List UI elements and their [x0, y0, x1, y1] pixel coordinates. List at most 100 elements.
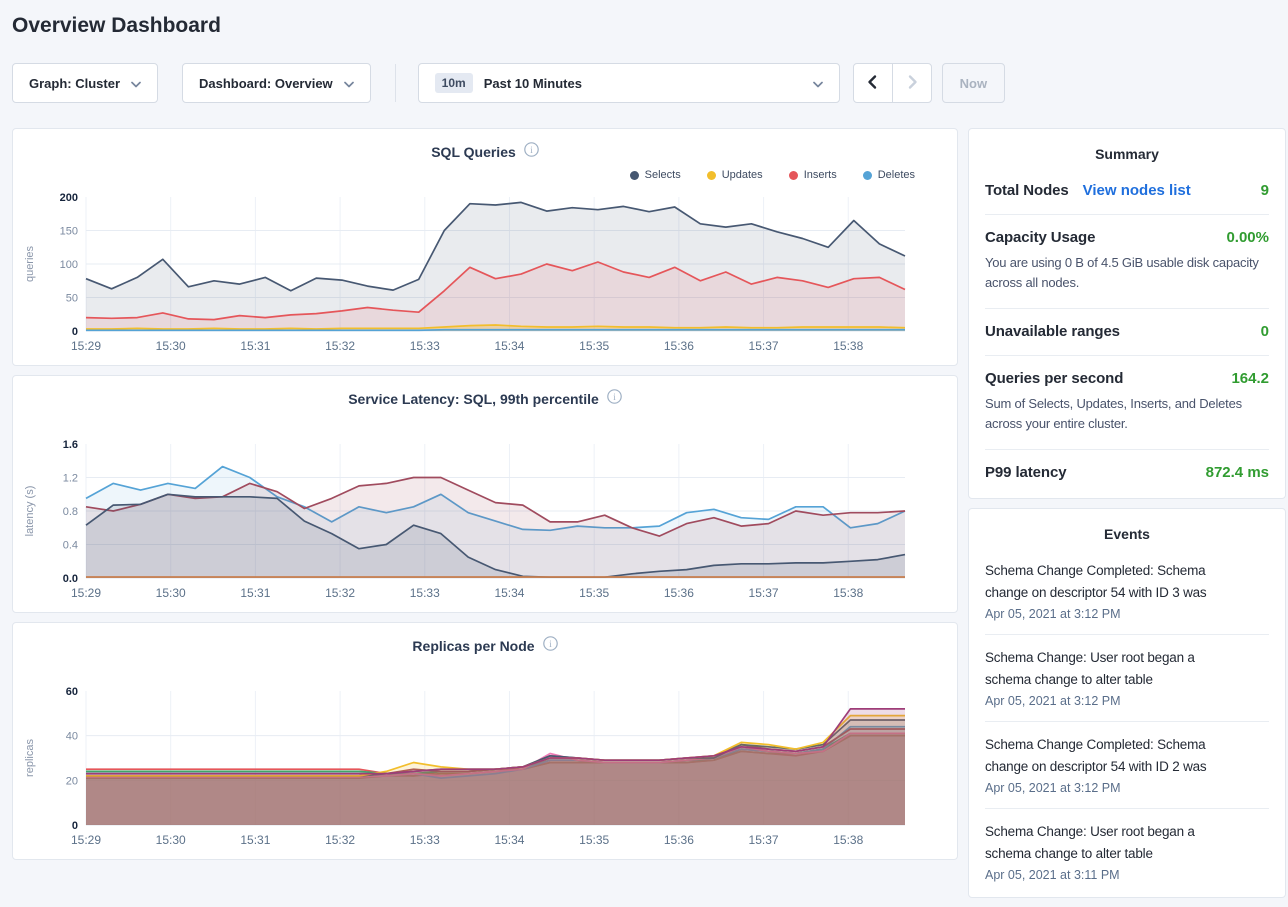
summary-rows: Total Nodes View nodes list 9 Capacity Usag…: [985, 168, 1269, 496]
chevron-down-icon: [131, 76, 141, 91]
legend-dot-icon: [706, 170, 716, 180]
event-timestamp: Apr 05, 2021 at 3:11 PM: [985, 868, 1120, 882]
summary-row-value: 9: [1260, 182, 1269, 199]
svg-text:0: 0: [72, 326, 78, 338]
svg-text:i: i: [613, 392, 616, 402]
svg-text:200: 200: [60, 192, 78, 204]
svg-text:15:33: 15:33: [410, 833, 440, 847]
svg-text:0.4: 0.4: [63, 540, 78, 552]
svg-text:15:31: 15:31: [240, 339, 270, 353]
event-item: Schema Change Completed: Schema change o…: [985, 548, 1269, 634]
chart-legend: Selects Updates Inserts Deletes: [13, 163, 957, 187]
svg-text:15:37: 15:37: [749, 833, 779, 847]
svg-text:20: 20: [66, 775, 78, 787]
chevron-right-icon: [903, 73, 921, 94]
chart-title: Replicas per Node: [412, 638, 535, 654]
svg-text:15:37: 15:37: [749, 586, 779, 600]
legend-item-selects[interactable]: Selects: [629, 169, 681, 181]
graph-dropdown-label: Graph: Cluster: [29, 75, 121, 91]
svg-text:100: 100: [60, 259, 78, 271]
svg-text:15:38: 15:38: [833, 586, 863, 600]
svg-text:1.2: 1.2: [63, 473, 78, 485]
legend-label: Updates: [721, 169, 763, 181]
svg-text:15:34: 15:34: [494, 586, 524, 600]
event-text: Schema Change Completed: Schema change o…: [985, 563, 1207, 600]
svg-text:60: 60: [66, 686, 78, 698]
summary-row-label: Total Nodes: [985, 182, 1069, 199]
svg-text:15:30: 15:30: [156, 586, 186, 600]
summary-panel: Summary Total Nodes View nodes list 9 Capac…: [968, 128, 1286, 499]
svg-text:40: 40: [66, 731, 78, 743]
svg-text:15:30: 15:30: [156, 833, 186, 847]
svg-text:15:35: 15:35: [579, 833, 609, 847]
svg-text:15:35: 15:35: [579, 339, 609, 353]
legend-item-updates[interactable]: Updates: [706, 169, 763, 181]
svg-text:15:34: 15:34: [494, 339, 524, 353]
legend-label: Selects: [644, 169, 681, 181]
chevron-down-icon: [343, 76, 354, 91]
toolbar: Graph: Cluster Dashboard: Overview 10m P…: [12, 63, 1288, 103]
svg-text:15:29: 15:29: [71, 586, 101, 600]
summary-row: Unavailable ranges 0: [985, 308, 1269, 355]
summary-row: Queries per second 164.2 Sum of Selects, U…: [985, 355, 1269, 449]
chart-title: SQL Queries: [431, 144, 516, 160]
svg-text:15:37: 15:37: [749, 339, 779, 353]
svg-text:15:31: 15:31: [240, 833, 270, 847]
sql-queries-chart[interactable]: 15:29 15:30 15:31 15:32 15:33 15:34 15:35 15:36…: [13, 187, 957, 365]
summary-row-description: Sum of Selects, Updates, Inserts, and De…: [985, 396, 1242, 431]
summary-row-label: Capacity Usage: [985, 229, 1096, 246]
graph-dropdown[interactable]: Graph: Cluster: [12, 63, 159, 103]
legend-item-inserts[interactable]: Inserts: [788, 169, 837, 181]
legend-dot-icon: [629, 170, 639, 180]
summary-title: Summary: [1095, 146, 1159, 162]
replicas-per-node-chart[interactable]: 15:29 15:30 15:31 15:32 15:33 15:34 15:35 15:36…: [13, 657, 957, 859]
summary-row: Total Nodes View nodes list 9: [985, 168, 1269, 214]
legend-label: Deletes: [877, 169, 915, 181]
chevron-down-icon: [812, 76, 823, 91]
summary-row-value: 872.4 ms: [1205, 464, 1269, 481]
svg-text:0: 0: [72, 820, 78, 832]
svg-text:15:29: 15:29: [71, 339, 101, 353]
time-window-pager: [852, 63, 932, 103]
summary-row-value: 0.00%: [1226, 229, 1269, 246]
svg-text:15:36: 15:36: [664, 833, 694, 847]
svg-text:15:34: 15:34: [494, 833, 524, 847]
view-nodes-list-link[interactable]: View nodes list: [1082, 182, 1191, 199]
event-timestamp: Apr 05, 2021 at 3:12 PM: [985, 607, 1121, 621]
time-range-label: Past 10 Minutes: [483, 75, 582, 91]
svg-text:1.6: 1.6: [63, 439, 78, 451]
summary-row-label: Queries per second: [985, 370, 1124, 387]
event-item: Schema Change Completed: Schema change o…: [985, 721, 1269, 808]
info-icon[interactable]: i: [523, 142, 539, 162]
now-button[interactable]: Now: [941, 63, 1006, 103]
toolbar-divider: [394, 64, 396, 102]
svg-text:150: 150: [60, 226, 78, 238]
events-title: Events: [1104, 526, 1150, 542]
sidebar-column: Summary Total Nodes View nodes list 9 Capac…: [968, 128, 1286, 907]
time-range-dropdown[interactable]: 10m Past 10 Minutes: [417, 63, 840, 103]
svg-text:50: 50: [66, 293, 78, 305]
info-icon[interactable]: i: [542, 636, 558, 656]
page-title: Overview Dashboard: [12, 14, 221, 37]
svg-text:latency (s): latency (s): [24, 486, 36, 537]
svg-text:queries: queries: [24, 245, 36, 282]
replicas-per-node-chart-card: Replicas per Node i 15:29 15:30 15:31 15:32…: [12, 622, 958, 860]
dashboard-dropdown[interactable]: Dashboard: Overview: [182, 63, 371, 103]
svg-text:15:38: 15:38: [833, 339, 863, 353]
service-latency-chart[interactable]: 15:29 15:30 15:31 15:32 15:33 15:34 15:35 15:36…: [13, 410, 957, 612]
summary-row-value: 0: [1260, 323, 1269, 340]
svg-text:i: i: [530, 145, 533, 155]
previous-time-window-button[interactable]: [852, 63, 893, 103]
chevron-left-icon: [864, 73, 882, 94]
svg-text:15:30: 15:30: [156, 339, 186, 353]
event-timestamp: Apr 05, 2021 at 3:12 PM: [985, 781, 1121, 795]
info-icon[interactable]: i: [606, 389, 622, 409]
svg-text:0.8: 0.8: [63, 506, 78, 518]
dashboard-content: SQL Queries i Selects Updates Inserts Delet…: [12, 128, 1288, 907]
summary-row-value: 164.2: [1231, 370, 1269, 387]
summary-row-label: P99 latency: [985, 464, 1067, 481]
next-time-window-button[interactable]: [891, 63, 932, 103]
legend-item-deletes[interactable]: Deletes: [862, 169, 915, 181]
event-timestamp: Apr 05, 2021 at 3:12 PM: [985, 694, 1121, 708]
event-text: Schema Change: User root began a schema …: [985, 650, 1195, 687]
